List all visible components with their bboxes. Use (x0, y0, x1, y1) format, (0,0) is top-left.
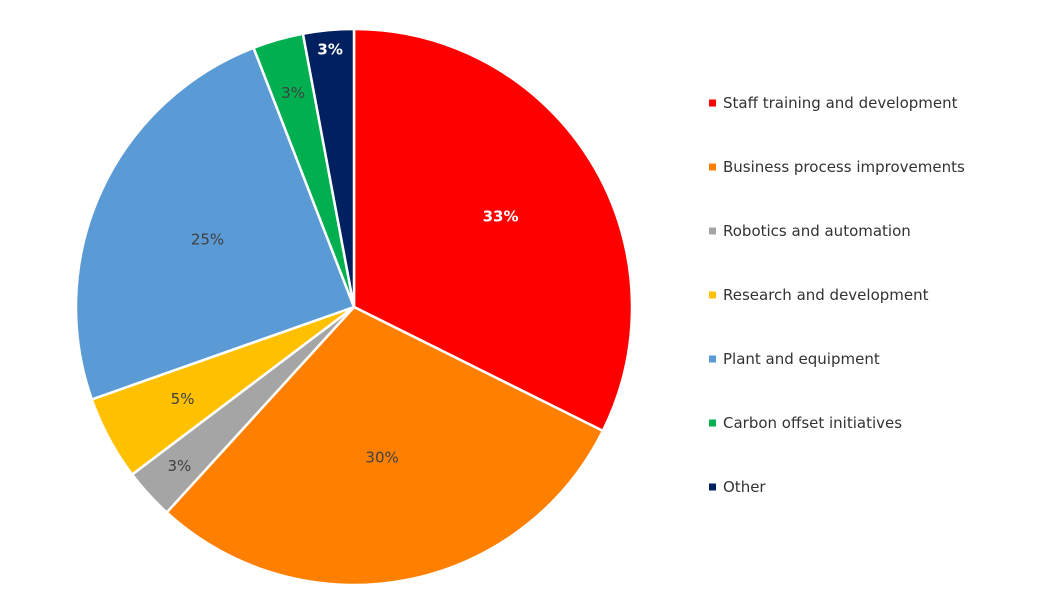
data-label-plant-and-equipment: 25% (191, 231, 224, 249)
legend-label-plant-and-equipment: Plant and equipment (723, 350, 880, 368)
legend-label-robotics-and-automation: Robotics and automation (723, 222, 911, 240)
data-label-staff-training-and-development: 33% (483, 207, 519, 225)
pie-data-labels: 33% 30% 3% 5% 25% 3% 3% (167, 41, 518, 476)
legend-label-other: Other (723, 478, 766, 496)
legend-label-staff-training-and-development: Staff training and development (723, 94, 958, 112)
data-label-business-process-improvements: 30% (365, 448, 398, 466)
legend-item-research-and-development: Research and development (709, 286, 929, 304)
legend-swatch-staff-training-and-development (709, 99, 716, 107)
legend-swatch-business-process-improvements (709, 163, 716, 171)
data-label-other: 3% (317, 41, 342, 59)
pie-slice-plant-and-equipment (74, 46, 356, 401)
data-label-research-and-development: 5% (171, 390, 195, 408)
legend-label-business-process-improvements: Business process improvements (723, 158, 965, 176)
pie-slice-other (301, 27, 356, 309)
pie-slice-business-process-improvements (165, 305, 605, 587)
legend-item-carbon-offset-initiatives: Carbon offset initiatives (709, 414, 902, 432)
data-label-carbon-offset-initiatives: 3% (281, 84, 305, 102)
pie-slices (74, 27, 634, 587)
pie-slice-staff-training-and-development (352, 27, 634, 433)
data-label-robotics-and-automation: 3% (167, 457, 191, 475)
legend-swatch-robotics-and-automation (709, 227, 716, 235)
legend-label-carbon-offset-initiatives: Carbon offset initiatives (723, 414, 902, 432)
legend-item-staff-training-and-development: Staff training and development (709, 94, 958, 112)
legend-item-plant-and-equipment: Plant and equipment (709, 350, 880, 368)
legend-item-business-process-improvements: Business process improvements (709, 158, 965, 176)
legend-swatch-research-and-development (709, 291, 716, 299)
legend-swatch-carbon-offset-initiatives (709, 419, 716, 427)
legend-label-research-and-development: Research and development (723, 286, 929, 304)
legend-swatch-other (709, 483, 716, 491)
legend-swatch-plant-and-equipment (709, 355, 716, 363)
legend: Staff training and development Business p… (709, 94, 965, 496)
legend-item-robotics-and-automation: Robotics and automation (709, 222, 911, 240)
legend-item-other: Other (709, 478, 766, 496)
